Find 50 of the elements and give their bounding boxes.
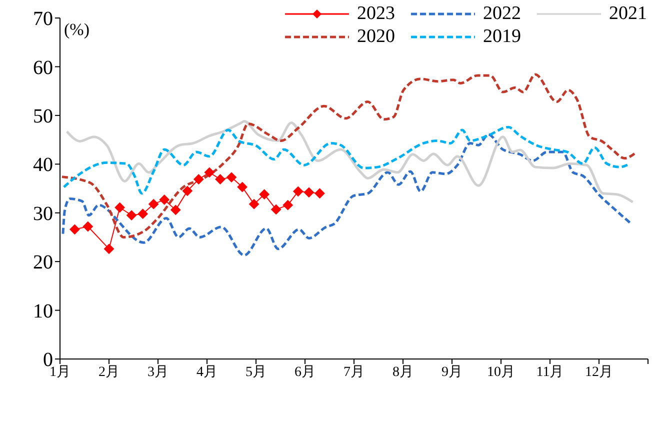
- y-tick-label: 60: [33, 56, 53, 79]
- x-tick-label: 2月: [98, 364, 120, 380]
- x-tick-label: 8月: [392, 364, 414, 380]
- point: [194, 174, 204, 184]
- point: [237, 182, 248, 192]
- x-tick-label: 5月: [246, 364, 266, 380]
- x-tick-label: 9月: [442, 364, 462, 380]
- y-tick-label: 70: [33, 8, 53, 30]
- point: [204, 167, 214, 178]
- y-tick-label: 40: [33, 154, 53, 176]
- y-tick-label: 50: [33, 106, 53, 128]
- x-tick-label: 6月: [294, 364, 316, 380]
- legend-label: 2021: [609, 2, 647, 25]
- x-tick-label: 3月: [148, 364, 168, 380]
- x-tick-label: 1月: [50, 364, 70, 380]
- legend-label: 2020: [357, 25, 395, 48]
- x-tick-label: 12月: [585, 364, 613, 380]
- x-tick-label: 10月: [487, 364, 515, 380]
- legend-label: 2023: [357, 2, 395, 25]
- point: [148, 199, 159, 210]
- point: [104, 244, 114, 254]
- point: [126, 210, 137, 220]
- point: [282, 200, 293, 210]
- legend-label: 2022: [483, 2, 521, 25]
- point: [170, 204, 181, 215]
- x-tick-label: 4月: [196, 364, 218, 380]
- point: [293, 186, 304, 196]
- y-tick-label: 10: [33, 300, 53, 322]
- x-tick-label: 7月: [344, 364, 364, 380]
- point: [70, 224, 80, 234]
- point: [304, 187, 314, 198]
- x-tick-label: 11月: [536, 364, 564, 380]
- y-axis-title: (%): [64, 20, 90, 40]
- point: [259, 189, 270, 200]
- y-tick-label: 20: [33, 252, 53, 274]
- legend-label: 2019: [483, 25, 521, 48]
- line-series: [66, 120, 634, 204]
- point: [226, 172, 236, 182]
- y-tick-label: 30: [33, 202, 53, 225]
- point: [314, 188, 325, 198]
- point: [182, 186, 192, 196]
- point: [271, 204, 282, 214]
- point: [82, 221, 93, 232]
- point: [114, 202, 125, 212]
- point: [249, 199, 260, 210]
- point: [159, 194, 170, 205]
- point: [215, 174, 226, 184]
- point: [138, 208, 148, 219]
- line-series: [62, 133, 632, 256]
- line-series: [60, 73, 638, 238]
